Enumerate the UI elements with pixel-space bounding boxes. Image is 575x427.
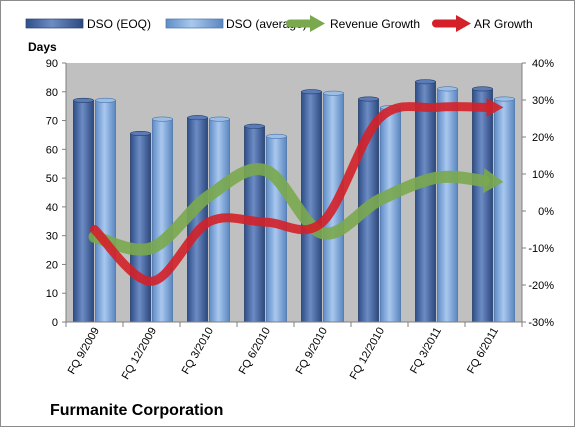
y2-tick-label: 40%: [532, 58, 554, 70]
y-tick-label: 10: [46, 288, 58, 300]
ar-growth-line-head: [486, 97, 504, 117]
bar-dso-average: [152, 118, 173, 323]
bar-top-dso-eoq: [472, 86, 493, 92]
bar-dso-average: [494, 98, 515, 323]
bar-dso-eoq: [415, 81, 436, 323]
y-tick-label: 70: [46, 116, 58, 128]
bar-top-dso-average: [95, 97, 116, 103]
legend-item-revenue-growth: Revenue Growth: [286, 15, 420, 32]
x-tick-label: FQ 12/2010: [348, 326, 387, 382]
y2-tick-label: 30%: [532, 95, 554, 107]
chart-title: Furmanite Corporation: [50, 402, 223, 419]
y-tick-label: 0: [52, 317, 58, 329]
ar-growth-line-path: [90, 101, 491, 286]
x-tick-label: FQ 3/2010: [180, 326, 216, 377]
y2-tick-label: 0%: [538, 206, 554, 218]
bar-top-dso-eoq: [187, 115, 208, 121]
legend-arrowhead-revenue-growth: [310, 15, 325, 32]
x-tick-label: FQ 6/2010: [237, 326, 273, 377]
revenue-growth-line-head: [482, 168, 504, 194]
y-tick-label: 20: [46, 259, 58, 271]
legend: DSO (EOQ) DSO (average) Revenue Growth A…: [25, 15, 533, 32]
legend-item-dso-average: DSO (average): [165, 17, 307, 31]
bar-top-dso-eoq: [415, 79, 436, 85]
legend-item-dso-eoq: DSO (EOQ): [25, 17, 151, 31]
ar-growth-line: [90, 97, 504, 286]
bar-top-dso-eoq: [244, 123, 265, 129]
bar-top-dso-average: [494, 96, 515, 102]
x-tick-label: FQ 12/2009: [120, 326, 159, 382]
legend-label-revenue-growth: Revenue Growth: [330, 17, 420, 31]
bar-top-dso-eoq: [301, 89, 322, 95]
y-tick-label: 60: [46, 144, 58, 156]
bar-top-dso-average: [209, 116, 230, 122]
legend-item-ar-growth: AR Growth: [432, 15, 533, 32]
y2-tick-label: -30%: [528, 317, 554, 329]
x-tick-label: FQ 6/2011: [465, 326, 501, 376]
y-tick-label: 90: [46, 58, 58, 70]
legend-swatch-dso-eoq: [25, 18, 84, 29]
bar-dso-eoq: [472, 88, 493, 323]
bar-top-dso-eoq: [130, 131, 151, 137]
legend-arrowhead-ar-growth: [456, 15, 471, 32]
y-tick-label: 50: [46, 173, 58, 185]
y-tick-label: 40: [46, 202, 58, 214]
legend-label-dso-eoq: DSO (EOQ): [87, 17, 151, 31]
bar-top-dso-average: [323, 90, 344, 96]
bar-top-dso-average: [152, 116, 173, 122]
y-axis-title: Days: [28, 40, 57, 54]
bar-dso-average: [95, 100, 116, 323]
x-tick-label: FQ 3/2011: [408, 326, 444, 376]
bar-dso-average: [437, 88, 458, 323]
y2-tick-label: -10%: [528, 243, 554, 255]
bar-top-dso-average: [266, 133, 287, 139]
bar-dso-eoq: [73, 100, 94, 323]
x-tick-label: FQ 9/2010: [294, 326, 330, 377]
legend-label-ar-growth: AR Growth: [474, 17, 533, 31]
x-tick-label: FQ 9/2009: [66, 326, 102, 377]
y-tick-label: 30: [46, 231, 58, 243]
y2-tick-label: 10%: [532, 169, 554, 181]
bar-dso-eoq: [301, 91, 322, 323]
bar-dso-eoq: [130, 133, 151, 323]
legend-swatch-dso-average: [165, 18, 224, 29]
legend-label-dso-average: DSO (average): [226, 17, 307, 31]
revenue-growth-line: [88, 163, 504, 256]
bar-top-dso-average: [437, 86, 458, 92]
y2-tick-label: 20%: [532, 132, 554, 144]
growth-lines: [88, 97, 504, 286]
bar-top-dso-eoq: [358, 96, 379, 102]
y2-tick-label: -20%: [528, 280, 554, 292]
y-tick-label: 80: [46, 87, 58, 99]
revenue-growth-line-path: [88, 163, 490, 256]
bar-dso-average: [380, 107, 401, 323]
bar-top-dso-eoq: [73, 97, 94, 103]
